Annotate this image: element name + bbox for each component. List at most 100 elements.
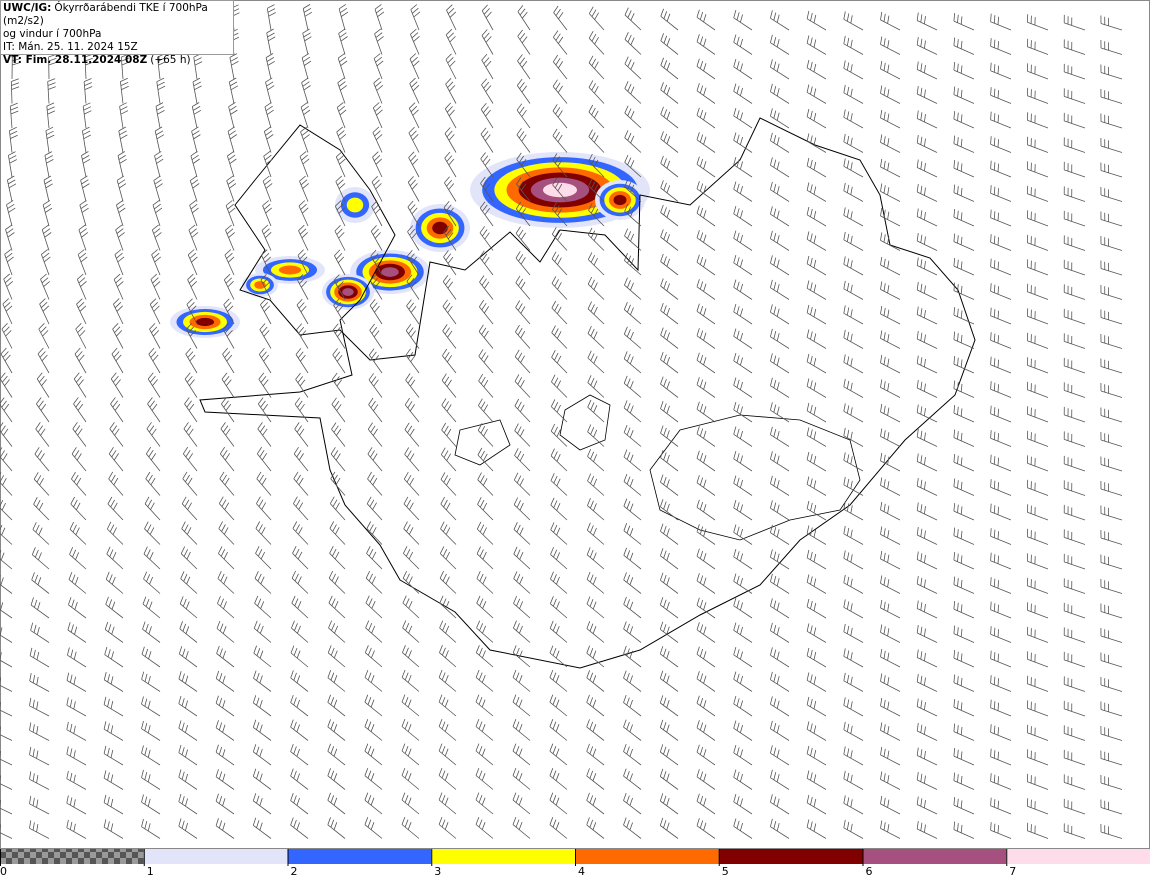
wind-barb — [587, 252, 605, 276]
wind-barb — [806, 598, 827, 619]
wind-barb — [187, 249, 198, 276]
wind-barb — [369, 299, 383, 325]
wind-barb — [476, 521, 494, 545]
wind-barb — [141, 671, 161, 692]
wind-barb — [880, 501, 901, 521]
wind-barb — [1063, 700, 1086, 717]
wind-barb — [228, 102, 238, 129]
wind-barb — [1100, 88, 1123, 104]
wind-barb — [588, 104, 605, 129]
wind-barb — [178, 818, 198, 839]
wind-barb — [1027, 822, 1049, 839]
wind-barb — [1027, 210, 1049, 227]
wind-barb — [185, 323, 198, 349]
wind-barb — [8, 151, 17, 178]
wind-barb — [1100, 64, 1123, 80]
wind-barb — [586, 817, 605, 839]
wind-barb — [475, 743, 494, 766]
wind-barb — [953, 625, 975, 643]
wind-barb — [916, 600, 938, 619]
wind-barb — [953, 160, 975, 178]
wind-barb — [328, 570, 346, 594]
wind-barb — [660, 425, 679, 447]
wind-barb — [1100, 529, 1123, 545]
wind-barb — [990, 675, 1012, 692]
wind-barb — [296, 323, 309, 349]
header-label: UWC/IG: — [3, 2, 52, 14]
wind-barb — [843, 746, 864, 766]
wind-barb — [843, 403, 864, 423]
wind-barb — [332, 323, 346, 349]
wind-barb — [696, 132, 716, 153]
wind-barb — [733, 744, 753, 766]
wind-barb — [103, 794, 124, 815]
glacier-outline — [559, 394, 611, 451]
wind-barb — [405, 348, 420, 374]
wind-barb — [513, 546, 531, 570]
header-line: VT: Fim. 28.11.2024 08Z (+65 h) — [3, 54, 231, 67]
wind-barb — [696, 254, 716, 276]
wind-barb — [150, 273, 161, 300]
wind-barb — [733, 695, 753, 717]
wind-barb — [1063, 88, 1086, 104]
wind-barb — [1100, 260, 1123, 276]
wind-barb — [990, 258, 1012, 276]
wind-barb — [1027, 283, 1049, 300]
wind-barb — [953, 454, 975, 472]
colorbar-segment — [1006, 849, 1150, 864]
wind-barb — [696, 573, 716, 594]
wind-barb — [35, 422, 50, 447]
wind-barb — [880, 722, 901, 741]
wind-barb — [806, 108, 827, 129]
wind-barb — [733, 230, 753, 251]
tke-contour — [195, 317, 215, 327]
wind-barb — [327, 743, 346, 766]
wind-barb — [586, 792, 605, 815]
wind-barb — [188, 224, 199, 251]
wind-barb — [403, 471, 420, 496]
wind-barb — [66, 721, 87, 741]
wind-barb — [191, 102, 202, 129]
wind-barb — [1027, 381, 1049, 398]
wind-barb — [552, 128, 568, 153]
wind-barb — [770, 59, 790, 80]
wind-barb — [74, 347, 87, 374]
wind-barb — [373, 77, 384, 104]
wind-barb — [1063, 186, 1086, 202]
wind-barb — [550, 423, 568, 447]
wind-barb — [806, 157, 827, 178]
wind-barb — [990, 234, 1012, 251]
wind-barb — [623, 473, 642, 496]
wind-barb — [252, 817, 272, 839]
wind-barb — [1100, 456, 1123, 472]
wind-barb — [953, 37, 975, 55]
wind-barb — [337, 53, 348, 80]
wind-barb — [81, 151, 91, 178]
wind-barb — [512, 645, 531, 668]
wind-barb — [79, 200, 89, 227]
wind-barb — [298, 200, 309, 227]
wind-barb — [514, 398, 531, 423]
wind-barb — [438, 792, 457, 815]
wind-barb — [990, 822, 1012, 839]
wind-barb — [295, 372, 309, 398]
wind-barb — [365, 620, 383, 643]
wind-barb — [953, 821, 975, 839]
wind-barb — [364, 719, 383, 741]
wind-barb — [916, 257, 938, 276]
wind-barb — [660, 278, 679, 300]
wind-barb — [623, 326, 642, 349]
wind-barb — [880, 624, 901, 643]
wind-barb — [186, 298, 198, 325]
wind-barb — [443, 201, 457, 227]
wind-barb — [696, 83, 716, 104]
wind-barb — [180, 546, 198, 570]
wind-barb — [442, 274, 457, 300]
wind-barb — [252, 744, 272, 766]
wind-barb — [733, 107, 753, 129]
wind-barb — [623, 449, 642, 472]
wind-barb — [299, 175, 309, 202]
wind-barb — [475, 669, 494, 692]
wind-barb — [215, 744, 235, 766]
wind-barb — [1063, 504, 1086, 521]
